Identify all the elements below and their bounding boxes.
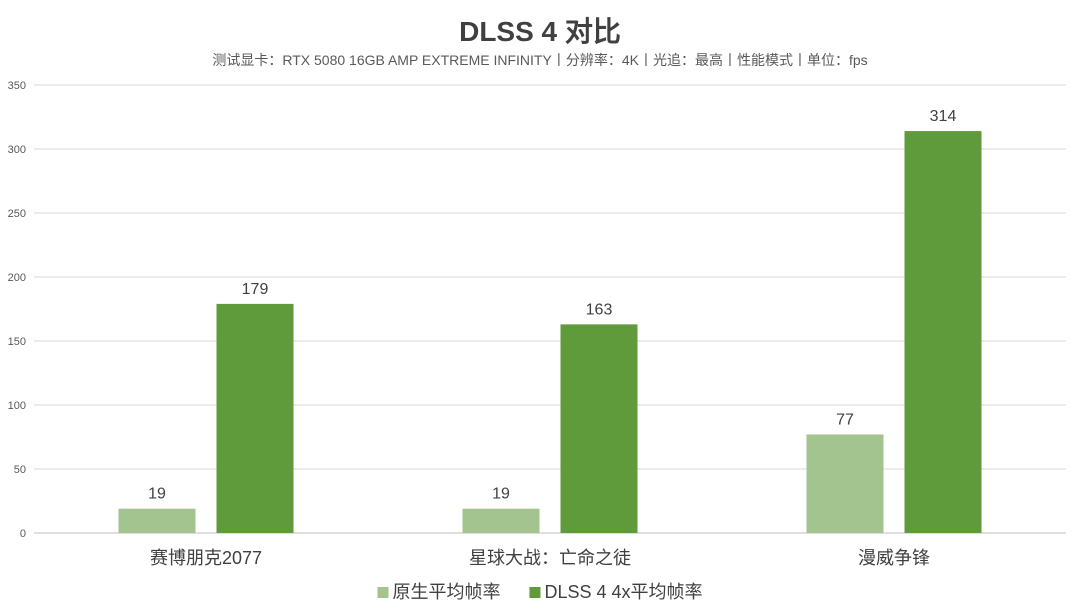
category-label: 漫威争锋 bbox=[858, 548, 930, 568]
bars bbox=[118, 131, 982, 533]
category-label: 赛博朋克2077 bbox=[150, 548, 262, 568]
legend-label-dlss: DLSS 4 4x平均帧率 bbox=[544, 582, 702, 602]
y-tick-label: 0 bbox=[20, 528, 26, 540]
gridlines bbox=[34, 84, 1066, 534]
dlss4-fps-bar bbox=[560, 324, 638, 533]
y-tick-label: 300 bbox=[8, 144, 26, 156]
y-axis: 0 50 100 150 200 250 300 350 bbox=[8, 80, 26, 540]
bar-value-label: 179 bbox=[242, 281, 269, 298]
bar-value-label: 19 bbox=[492, 486, 510, 503]
chart-legend: 原生平均帧率 DLSS 4 4x平均帧率 bbox=[377, 582, 703, 602]
y-tick-label: 200 bbox=[8, 272, 26, 284]
legend-label-native: 原生平均帧率 bbox=[392, 582, 500, 602]
native-fps-bar bbox=[118, 508, 196, 533]
legend-swatch-dlss bbox=[529, 587, 541, 598]
chart-title: DLSS 4 对比 bbox=[459, 16, 621, 47]
value-labels: 19 179 19 163 77 314 bbox=[148, 108, 956, 503]
category-label: 星球大战：亡命之徒 bbox=[469, 548, 631, 568]
dlss4-fps-bar bbox=[904, 131, 982, 533]
bar-value-label: 163 bbox=[586, 301, 613, 318]
y-tick-label: 100 bbox=[8, 400, 26, 412]
bar-value-label: 314 bbox=[930, 108, 957, 125]
y-tick-label: 150 bbox=[8, 336, 26, 348]
dlss4-fps-bar bbox=[216, 303, 294, 533]
bar-value-label: 19 bbox=[148, 486, 166, 503]
x-axis: 赛博朋克2077 星球大战：亡命之徒 漫威争锋 bbox=[150, 548, 930, 568]
native-fps-bar bbox=[462, 508, 540, 533]
y-tick-label: 50 bbox=[14, 464, 26, 476]
legend-swatch-native bbox=[377, 587, 389, 598]
y-tick-label: 250 bbox=[8, 208, 26, 220]
native-fps-bar bbox=[806, 434, 884, 533]
bar-value-label: 77 bbox=[836, 411, 854, 428]
chart-subtitle: 测试显卡：RTX 5080 16GB AMP EXTREME INFINITY丨… bbox=[212, 52, 867, 68]
y-tick-label: 350 bbox=[8, 80, 26, 92]
